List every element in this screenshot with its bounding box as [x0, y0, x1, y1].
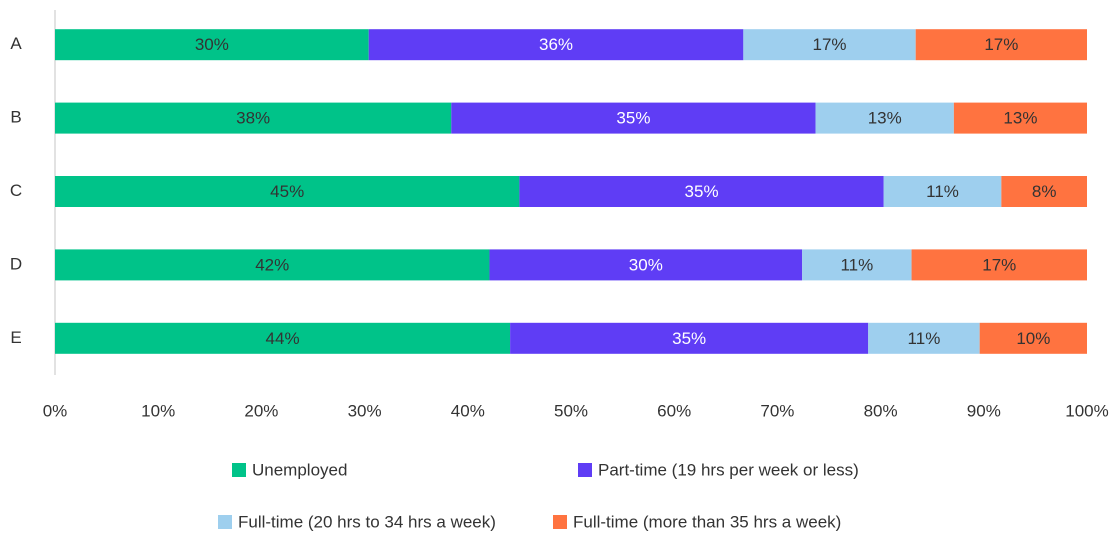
bar-segment — [868, 322, 980, 354]
data-label: 44% — [266, 329, 300, 348]
legend-label: Part-time (19 hrs per week or less) — [598, 460, 859, 479]
data-label: 13% — [868, 109, 902, 128]
y-tick-label: D — [10, 254, 22, 273]
data-label: 35% — [685, 182, 719, 201]
legend-swatch — [218, 515, 232, 529]
bar-segment — [953, 102, 1087, 134]
data-label: 10% — [1016, 329, 1050, 348]
bar-segment — [489, 249, 803, 281]
data-label: 35% — [616, 109, 650, 128]
legend-swatch — [553, 515, 567, 529]
data-label: 17% — [982, 255, 1016, 274]
x-tick-label: 10% — [141, 401, 175, 420]
legend-swatch — [232, 463, 246, 477]
x-tick-label: 30% — [348, 401, 382, 420]
legend-label: Full-time (20 hrs to 34 hrs a week) — [238, 512, 496, 531]
data-label: 42% — [255, 255, 289, 274]
data-label: 11% — [926, 182, 959, 201]
bar-segment — [55, 249, 490, 281]
data-label: 45% — [270, 182, 304, 201]
data-label: 36% — [539, 35, 573, 54]
bar-segment — [915, 29, 1087, 61]
legend-label: Unemployed — [252, 460, 347, 479]
bar-segment — [55, 102, 452, 134]
x-tick-label: 80% — [864, 401, 898, 420]
data-label: 11% — [908, 329, 941, 348]
data-label: 11% — [840, 255, 873, 274]
bar-segment — [743, 29, 916, 61]
x-tick-label: 60% — [657, 401, 691, 420]
data-label: 30% — [629, 255, 663, 274]
bar-segment — [911, 249, 1087, 281]
bar-segment — [368, 29, 744, 61]
bar-segment — [55, 29, 369, 61]
x-tick-label: 50% — [554, 401, 588, 420]
y-tick-label: C — [10, 181, 22, 200]
x-tick-label: 20% — [244, 401, 278, 420]
data-label: 30% — [195, 35, 229, 54]
bar-segment — [519, 176, 884, 207]
y-tick-label: A — [10, 34, 22, 53]
data-label: 17% — [813, 35, 847, 54]
bar-segment — [451, 102, 816, 134]
bar-segment — [815, 102, 954, 134]
legend-label: Full-time (more than 35 hrs a week) — [573, 512, 841, 531]
y-tick-label: E — [10, 328, 21, 347]
x-tick-label: 100% — [1065, 401, 1108, 420]
bar-segment — [510, 322, 869, 354]
data-label: 13% — [1003, 109, 1037, 128]
bar-segment — [55, 322, 511, 354]
bar-segment — [979, 322, 1087, 354]
x-tick-label: 40% — [451, 401, 485, 420]
data-label: 35% — [672, 329, 706, 348]
data-label: 38% — [236, 109, 270, 128]
legend-swatch — [578, 463, 592, 477]
y-tick-label: B — [10, 108, 21, 127]
x-tick-label: 90% — [967, 401, 1001, 420]
data-label: 17% — [984, 35, 1018, 54]
bar-segment — [1001, 176, 1087, 207]
bar-segment — [883, 176, 1002, 207]
bar-segment — [802, 249, 912, 281]
data-label: 8% — [1032, 182, 1057, 201]
bar-segment — [55, 176, 520, 207]
x-tick-label: 0% — [43, 401, 68, 420]
x-tick-label: 70% — [760, 401, 794, 420]
